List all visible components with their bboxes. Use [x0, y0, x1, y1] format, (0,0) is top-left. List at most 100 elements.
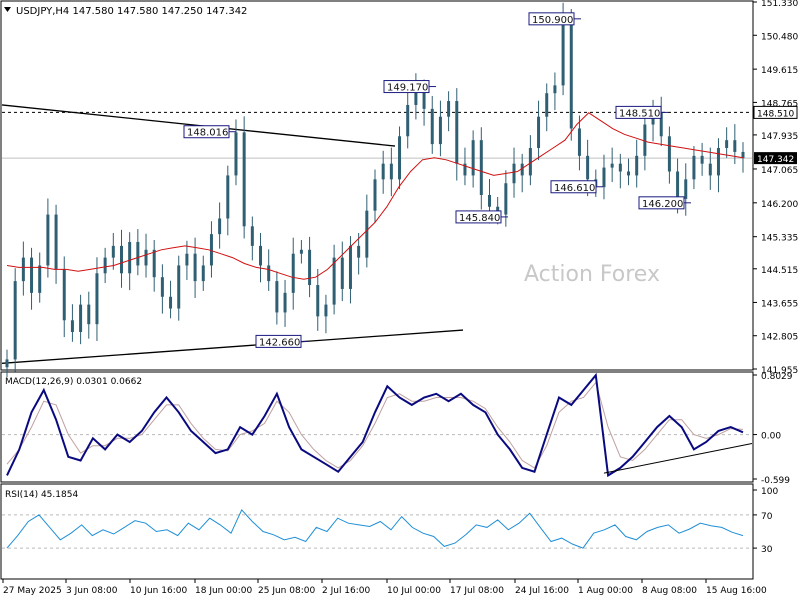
- candle-body: [610, 163, 614, 168]
- candle-body: [95, 273, 99, 325]
- price-annotation-label: 149.170: [387, 83, 428, 94]
- candle-body: [111, 245, 115, 258]
- x-axis-label: 25 Jun 08:00: [258, 586, 315, 596]
- price-axis-label: 146.200: [761, 200, 798, 210]
- macd-trendline: [603, 442, 753, 474]
- resistance-price-box: [753, 105, 798, 119]
- candle-body: [569, 18, 573, 129]
- candle-body: [414, 89, 418, 105]
- candle-body: [733, 140, 737, 152]
- candle-body: [5, 359, 9, 368]
- candle-body: [54, 214, 58, 270]
- candle-body: [169, 296, 173, 309]
- candle-body: [716, 148, 720, 176]
- candle-body: [21, 257, 25, 282]
- price-axis-label: 149.615: [761, 66, 798, 76]
- candle-body: [242, 132, 246, 227]
- candle-body: [226, 175, 230, 219]
- candle-body: [177, 265, 181, 309]
- candle-body: [144, 249, 148, 266]
- candle-body: [30, 257, 34, 293]
- price-axis-label: 142.805: [761, 333, 798, 343]
- price-annotation-label: 148.510: [619, 108, 660, 119]
- candle-body: [659, 112, 663, 137]
- rsi-axis-label: 30: [761, 545, 773, 555]
- candle-body: [234, 132, 238, 176]
- x-axis-label: 15 Aug 16:00: [706, 586, 767, 596]
- rsi-line: [6, 509, 744, 549]
- candle-body: [348, 245, 352, 289]
- rsi-axis-label: 100: [761, 487, 778, 497]
- chart-header: USDJPY,H4 147.580 147.580 147.250 147.34…: [16, 6, 247, 17]
- candle-body: [218, 218, 222, 235]
- candle-body: [676, 171, 680, 199]
- candle-body: [667, 136, 671, 172]
- candle-body: [250, 226, 254, 246]
- price-axis-label: 141.955: [761, 366, 798, 376]
- candle-body: [275, 281, 279, 313]
- macd-axis-label: 0.8029: [761, 372, 793, 382]
- candle-body: [700, 155, 704, 164]
- price-annotation-label: 146.200: [642, 199, 683, 210]
- x-axis-label: 3 Jun 08:00: [66, 586, 118, 596]
- candle-body: [70, 320, 74, 333]
- candle-body: [87, 304, 91, 325]
- price-annotation: 150.900: [528, 12, 581, 26]
- price-axis-label: 144.515: [761, 266, 798, 276]
- x-axis-label: 10 Jul 00:00: [387, 586, 441, 596]
- x-axis-label: 17 Jul 08:00: [450, 586, 504, 596]
- price-panel: [0, 0, 754, 371]
- x-axis-label: 18 Jun 00:00: [195, 586, 252, 596]
- header-arrow-icon: [4, 7, 11, 12]
- candle-body: [398, 136, 402, 180]
- macd-signal-line: [6, 381, 744, 469]
- macd-title: MACD(12,26,9) 0.0301 0.0662: [5, 377, 142, 387]
- candle-body: [373, 179, 377, 211]
- price-axis-label: 147.065: [761, 166, 798, 176]
- candle-body: [577, 128, 581, 156]
- x-axis-label: 8 Aug 08:00: [642, 586, 697, 596]
- candle-body: [602, 167, 606, 188]
- candle-body: [463, 163, 467, 176]
- candle-body: [381, 163, 385, 180]
- rsi-title: RSI(14) 45.1854: [5, 490, 78, 500]
- candle-body: [324, 304, 328, 317]
- candle-body: [561, 18, 565, 86]
- rsi-panel: [0, 483, 754, 580]
- resistance-price-label: 148.510: [757, 109, 794, 119]
- price-axis-label: 147.935: [761, 132, 798, 142]
- candle-body: [430, 108, 434, 145]
- current-price-box: [754, 152, 797, 165]
- candle-body: [504, 183, 508, 215]
- candle-body: [553, 85, 557, 94]
- candle-body: [537, 116, 541, 149]
- candle-body: [79, 304, 83, 333]
- candle-body: [422, 89, 426, 109]
- candle-body: [13, 281, 17, 360]
- x-axis-label: 24 Jul 16:00: [515, 586, 569, 596]
- price-axis-label: 148.765: [761, 99, 798, 109]
- candle-body: [586, 155, 590, 180]
- candle-body: [103, 257, 107, 274]
- candle-body: [618, 163, 622, 172]
- x-axis-label: 27 May 2025: [3, 586, 62, 596]
- price-axis-label: 150.480: [761, 32, 798, 42]
- candle-body: [479, 140, 483, 195]
- candle-body: [447, 101, 451, 117]
- candle-body: [357, 245, 361, 258]
- candle-body: [209, 234, 213, 266]
- x-axis-label: 2 Jul 16:00: [322, 586, 371, 596]
- candle-body: [708, 163, 712, 176]
- candle-body: [471, 140, 475, 176]
- price-annotation-label: 148.016: [187, 128, 228, 139]
- price-annotation: 149.170: [383, 80, 436, 94]
- candle-body: [365, 210, 369, 258]
- candle-body: [185, 253, 189, 266]
- candle-body: [389, 163, 393, 180]
- candle-body: [283, 292, 287, 313]
- candle-body: [725, 140, 729, 149]
- price-annotation: 146.200: [638, 196, 691, 210]
- current-price-label: 147.342: [757, 155, 794, 165]
